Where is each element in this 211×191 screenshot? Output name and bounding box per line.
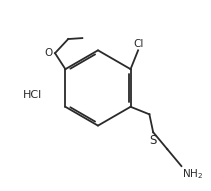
Text: O: O (45, 48, 53, 58)
Text: HCl: HCl (22, 91, 42, 100)
Text: NH$_2$: NH$_2$ (182, 168, 203, 181)
Text: S: S (149, 134, 157, 147)
Text: Cl: Cl (133, 39, 143, 49)
